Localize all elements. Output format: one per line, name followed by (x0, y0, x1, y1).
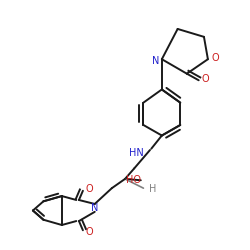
Text: O: O (201, 74, 209, 84)
Text: O: O (212, 53, 220, 63)
Text: O: O (86, 226, 93, 236)
Text: HN: HN (129, 148, 144, 158)
Text: H: H (149, 184, 156, 194)
Text: HO: HO (126, 175, 141, 185)
Text: N: N (91, 203, 98, 213)
Text: N: N (152, 56, 159, 66)
Text: O: O (86, 184, 93, 194)
